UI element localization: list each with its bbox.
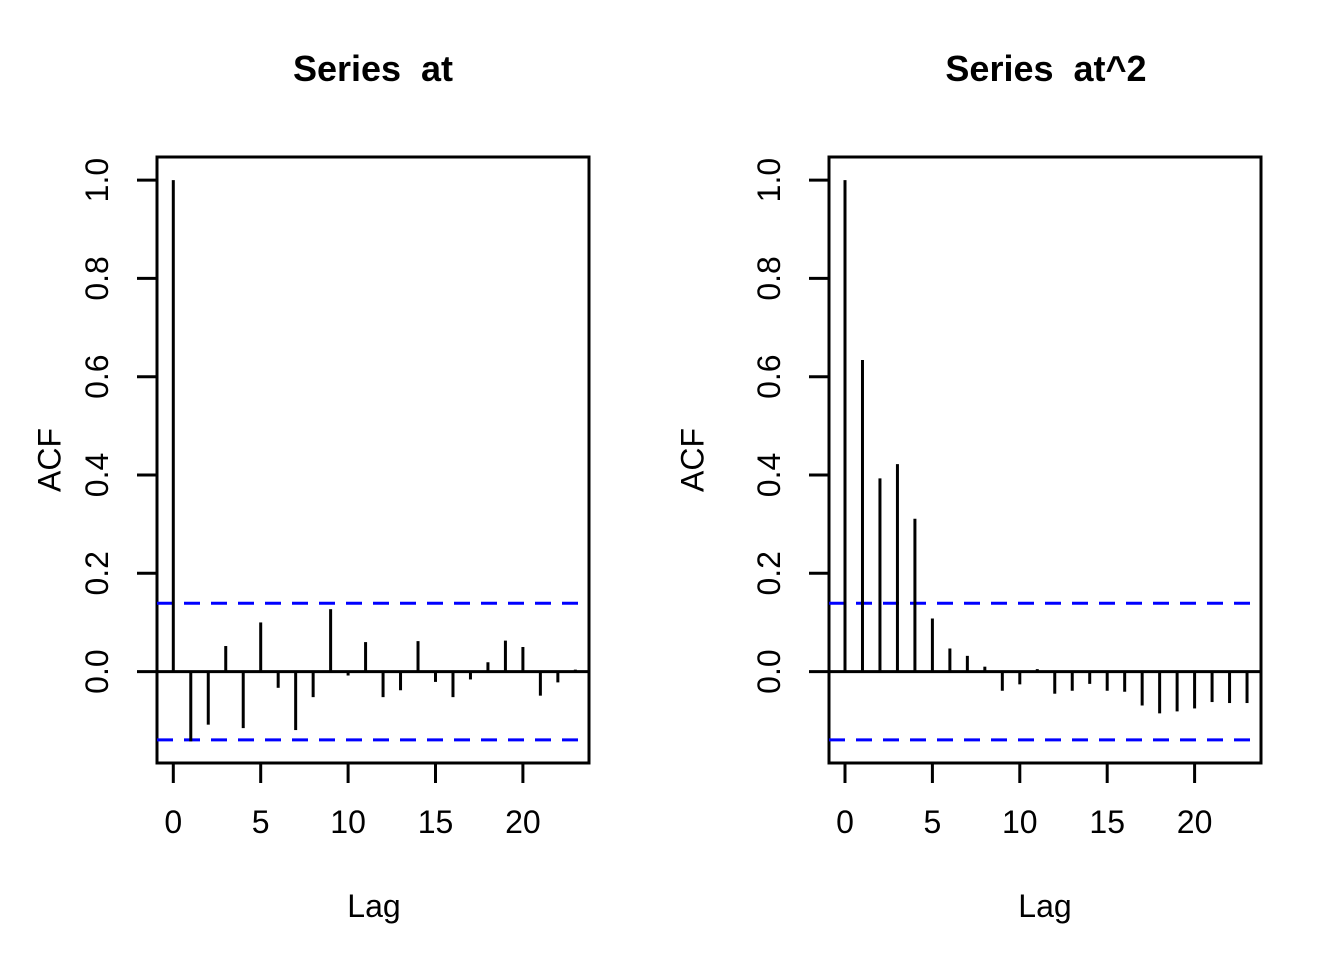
x-tick-label: 5 (924, 804, 942, 840)
x-tick-label: 15 (418, 804, 454, 840)
x-tick-label: 5 (252, 804, 270, 840)
y-tick-label: 0.2 (751, 551, 787, 595)
y-tick-label: 0.8 (751, 256, 787, 300)
plot-box (155, 155, 591, 765)
x-axis-label-right: Lag (1018, 888, 1072, 924)
plot-title-right: Series at^2 (945, 48, 1147, 89)
y-tick-label: 0.4 (79, 453, 115, 497)
y-tick-label: 0.4 (751, 453, 787, 497)
x-tick-label: 15 (1089, 804, 1125, 840)
x-tick-label: 10 (1002, 804, 1038, 840)
y-tick-label: 0.2 (79, 551, 115, 595)
y-tick-label: 0.6 (79, 354, 115, 398)
plot-box (827, 155, 1263, 765)
acf-plot-right: 0.0 0.2 0.4 0.6 0.8 1.0 0 5 10 15 20 (751, 155, 1263, 840)
x-tick-label: 0 (836, 804, 854, 840)
y-tick-label: 0.0 (79, 649, 115, 693)
x-tick-label: 0 (164, 804, 182, 840)
y-tick-label: 1.0 (751, 158, 787, 202)
x-tick-label: 20 (505, 804, 541, 840)
y-tick-label: 1.0 (79, 158, 115, 202)
x-tick-label: 10 (330, 804, 366, 840)
y-tick-label: 0.8 (79, 256, 115, 300)
plot-title-left: Series at (292, 48, 454, 89)
y-tick-label: 0.0 (751, 649, 787, 693)
y-tick-label: 0.6 (751, 354, 787, 398)
x-tick-label: 20 (1177, 804, 1213, 840)
x-axis-label-left: Lag (347, 888, 401, 924)
acf-plot-left: 0.0 0.2 0.4 0.6 0.8 1.0 0 5 10 15 20 (79, 155, 591, 840)
